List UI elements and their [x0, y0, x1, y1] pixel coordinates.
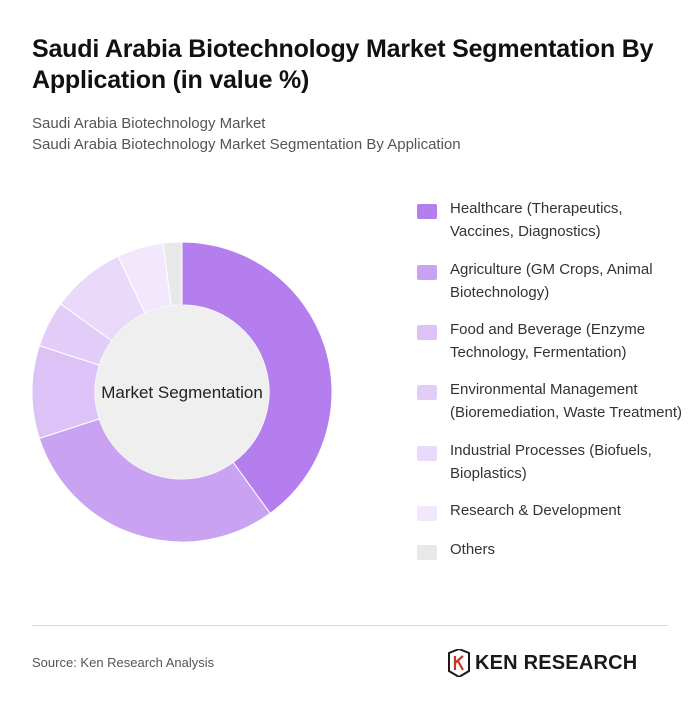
- legend-item-3[interactable]: Food and Beverage (Enzyme Technology, Fe…: [417, 319, 687, 364]
- center-label: Market Segmentation: [101, 383, 263, 402]
- legend-swatch: [417, 265, 437, 280]
- source-note: Source: Ken Research Analysis: [32, 655, 215, 670]
- donut-center: [95, 305, 269, 479]
- legend-item-2[interactable]: Agriculture (GM Crops, Animal Biotechnol…: [417, 259, 687, 304]
- donut-chart: Market Segmentation: [31, 241, 333, 543]
- legend-item-6[interactable]: Research & Development: [417, 500, 687, 523]
- legend-label: Healthcare (Therapeutics, Vaccines, Diag…: [450, 200, 623, 240]
- ken-research-logo-mark: [448, 649, 470, 677]
- subtitle-line-2: Saudi Arabia Biotechnology Market Segmen…: [32, 136, 461, 153]
- chart-title: Saudi Arabia Biotechnology Market Segmen…: [32, 35, 654, 94]
- footer-divider: [32, 625, 668, 626]
- legend-label: Research & Development: [450, 502, 621, 519]
- legend-label: Environmental Management (Bioremediation…: [450, 381, 683, 421]
- legend-label: Food and Beverage (Enzyme Technology, Fe…: [450, 321, 646, 361]
- legend-swatch: [417, 544, 437, 560]
- legend-swatch: [417, 446, 437, 461]
- legend-item-7[interactable]: Others: [417, 539, 687, 562]
- subtitle-line-1: Saudi Arabia Biotechnology Market: [32, 115, 266, 132]
- legend-item-5[interactable]: Industrial Processes (Biofuels, Bioplast…: [417, 440, 687, 485]
- legend-label: Industrial Processes (Biofuels, Bioplast…: [450, 442, 652, 482]
- legend-swatch: [417, 385, 437, 400]
- legend-swatch: [417, 506, 437, 521]
- legend-item-1[interactable]: Healthcare (Therapeutics, Vaccines, Diag…: [417, 198, 687, 243]
- chart-subtitle: Saudi Arabia Biotechnology Market Saudi …: [32, 113, 672, 155]
- legend-item-4[interactable]: Environmental Management (Bioremediation…: [417, 379, 687, 424]
- legend-label: Others: [450, 540, 496, 558]
- logo-text: KEN RESEARCH: [475, 652, 638, 674]
- ken-research-logo: KEN RESEARCH: [447, 648, 669, 678]
- chart-legend: Healthcare (Therapeutics, Vaccines, Diag…: [417, 198, 687, 561]
- legend-label: Agriculture (GM Crops, Animal Biotechnol…: [450, 261, 653, 301]
- legend-swatch: [417, 325, 437, 340]
- legend-swatch: [417, 204, 437, 219]
